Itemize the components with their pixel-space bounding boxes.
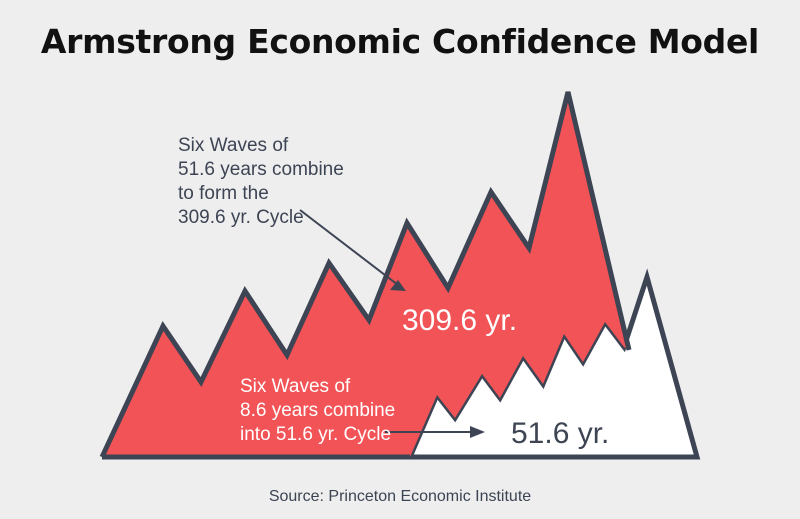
bottom-note-line: Six Waves of <box>240 376 351 397</box>
small-cycle-label: 51.6 yr. <box>511 417 609 450</box>
big-cycle-outline <box>99 91 632 459</box>
bottom-note-line: into 51.6 yr. Cycle <box>240 424 391 445</box>
top-note-line: 51.6 years combine <box>178 159 344 180</box>
big-cycle-label: 309.6 yr. <box>402 304 517 337</box>
page-title: Armstrong Economic Confidence Model <box>40 22 760 61</box>
top-note: Six Waves of 51.6 years combine to form … <box>178 135 349 228</box>
top-arrow-line <box>299 209 399 286</box>
top-arrow-head <box>390 280 406 291</box>
bottom-arrow-head <box>470 426 485 438</box>
top-note-line: Six Waves of <box>178 135 289 156</box>
big-cycle-shape <box>102 92 629 457</box>
top-note-line: to form the <box>178 183 269 204</box>
top-note-line: 309.6 yr. Cycle <box>178 207 304 228</box>
bottom-note-line: 8.6 years combine <box>240 400 395 421</box>
source-caption: Source: Princeton Economic Institute <box>268 488 532 505</box>
bottom-note: Six Waves of 8.6 years combine into 51.6… <box>240 376 401 445</box>
